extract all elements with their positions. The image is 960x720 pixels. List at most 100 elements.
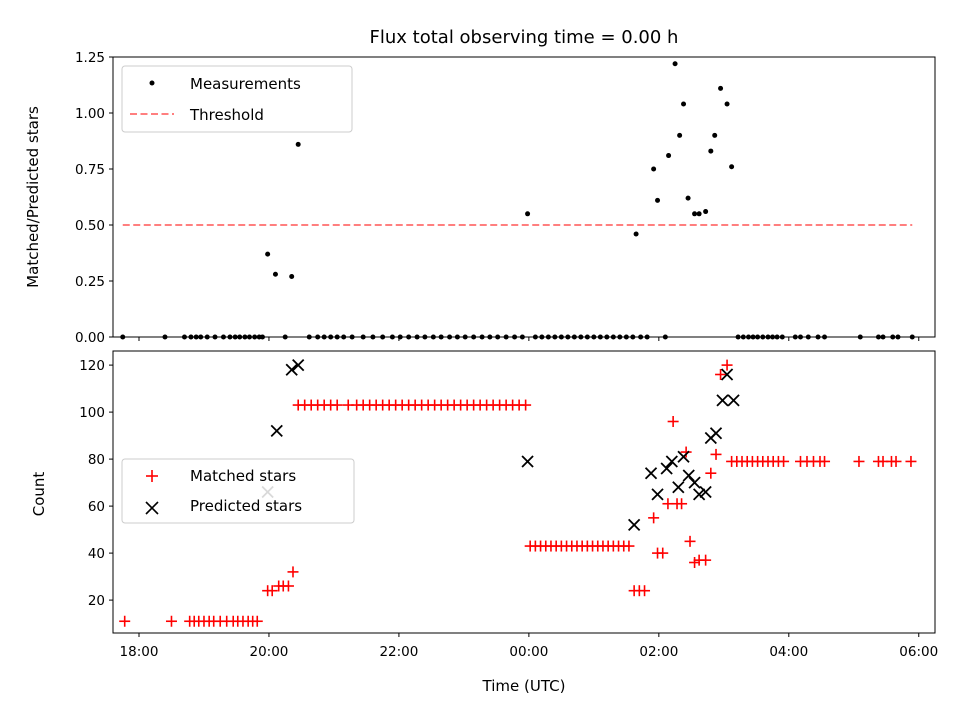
matched-star-point	[890, 455, 902, 467]
top-y-tick-label: 0.00	[75, 330, 105, 346]
top-y-tick-label: 0.75	[75, 162, 105, 178]
measurement-point	[397, 334, 403, 340]
measurement-point	[895, 334, 901, 340]
measurement-point	[545, 334, 551, 340]
measurement-point	[724, 101, 730, 107]
measurement-point	[880, 334, 886, 340]
predicted-star-point	[660, 462, 673, 475]
measurement-point	[890, 334, 896, 340]
matched-star-point	[676, 498, 688, 510]
measurement-point	[692, 211, 698, 217]
measurement-point	[242, 334, 248, 340]
measurement-point	[712, 132, 718, 138]
matched-star-point	[853, 455, 865, 467]
measurement-point	[655, 197, 661, 203]
measurement-point	[454, 334, 460, 340]
measurement-point	[774, 334, 780, 340]
measurement-point	[430, 334, 436, 340]
measurement-point	[519, 334, 525, 340]
measurement-point	[282, 334, 288, 340]
measurement-point	[220, 334, 226, 340]
predicted-star-point	[521, 455, 534, 468]
measurement-point	[750, 334, 756, 340]
measurement-point	[193, 334, 199, 340]
measurement-point	[471, 334, 477, 340]
predicted-star-point	[672, 481, 685, 494]
top-legend-frame	[121, 65, 353, 133]
measurement-point	[552, 334, 558, 340]
measurement-point	[289, 274, 295, 280]
matched-star-point	[165, 615, 177, 627]
measurement-point	[651, 166, 657, 172]
measurement-point	[414, 334, 420, 340]
matched-star-point	[251, 615, 263, 627]
predicted-star-point	[270, 424, 283, 438]
measurement-point	[735, 334, 741, 340]
measurement-point	[633, 231, 639, 237]
x-tick-label: 04:00	[769, 644, 808, 660]
measurement-point	[328, 334, 334, 340]
matched-star-point	[667, 416, 679, 427]
matched-star-point	[287, 566, 299, 578]
measurement-point	[487, 334, 493, 340]
measurement-point	[630, 334, 636, 340]
matched-star-point	[648, 512, 660, 524]
predicted-star-point	[688, 476, 701, 489]
legend-measurements-marker	[149, 80, 155, 86]
measurement-point	[212, 334, 218, 340]
measurement-point	[120, 334, 126, 340]
measurement-point	[525, 211, 531, 217]
measurement-point	[162, 334, 168, 340]
measurement-point	[770, 334, 776, 340]
bottom-y-tick-label: 120	[79, 358, 105, 374]
measurement-point	[306, 334, 312, 340]
measurement-point	[259, 334, 265, 340]
measurement-point	[696, 211, 702, 217]
measurement-point	[265, 251, 271, 257]
bottom-y-tick-label: 80	[88, 452, 105, 468]
matched-star-point	[715, 369, 727, 380]
measurement-point	[462, 334, 468, 340]
measurement-point	[617, 334, 623, 340]
legend-measurements-label: Measurements	[190, 75, 301, 93]
top-y-tick-label: 1.00	[75, 106, 105, 122]
matched-star-point	[684, 535, 696, 547]
measurement-point	[685, 195, 691, 201]
x-tick-label: 06:00	[899, 644, 938, 660]
measurement-point	[677, 132, 683, 138]
bottom-y-tick-label: 100	[79, 405, 105, 421]
predicted-star-point	[727, 394, 740, 407]
measurement-point	[718, 85, 724, 91]
measurement-point	[204, 334, 210, 340]
measurement-point	[334, 334, 340, 340]
measurement-point	[360, 334, 366, 340]
measurement-point	[237, 334, 243, 340]
measurement-point	[909, 334, 915, 340]
measurement-point	[380, 334, 386, 340]
predicted-star-point	[292, 358, 305, 372]
measurement-point	[321, 334, 327, 340]
measurement-point	[315, 334, 321, 340]
measurement-point	[272, 271, 278, 277]
measurement-point	[578, 334, 584, 340]
matched-star-point	[623, 540, 635, 552]
predicted-star-point	[285, 363, 298, 376]
legend-matched-label: Matched stars	[190, 467, 296, 485]
measurement-point	[822, 334, 828, 340]
measurement-point	[708, 148, 714, 154]
top-y-tick-label: 1.25	[75, 50, 105, 66]
measurement-point	[341, 334, 347, 340]
predicted-star-point	[716, 394, 729, 407]
matched-star-point	[778, 455, 790, 467]
measurement-point	[370, 334, 376, 340]
measurement-point	[729, 164, 735, 170]
predicted-star-point	[709, 427, 723, 440]
x-tick-label: 18:00	[120, 644, 159, 660]
measurement-point	[503, 334, 509, 340]
measurement-point	[746, 334, 752, 340]
predicted-star-point	[692, 488, 706, 501]
matched-star-point	[520, 399, 532, 411]
top-y-tick-label: 0.25	[75, 274, 105, 290]
x-tick-label: 02:00	[639, 644, 678, 660]
